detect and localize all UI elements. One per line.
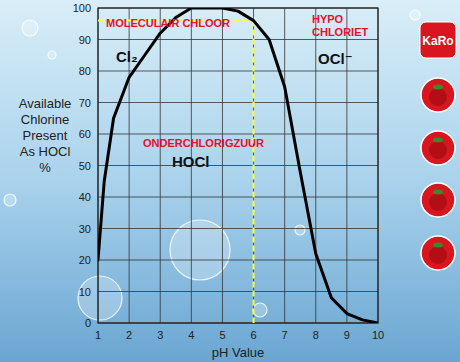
bubble (4, 194, 16, 206)
y-tick-label: 80 (79, 65, 91, 77)
x-tick-label: 7 (282, 329, 288, 341)
annotation: Cl₂ (116, 48, 138, 65)
plot-frame (98, 8, 378, 323)
icon-fruit (429, 193, 447, 211)
bubble (410, 10, 420, 20)
annotation-line: HOCl (172, 153, 210, 170)
annotation-line: ONDERCHLORIGZUUR (143, 137, 264, 149)
background (0, 0, 460, 362)
annotation: ONDERCHLORIGZUUR (143, 137, 264, 149)
y-axis-label-line: Present (23, 128, 68, 143)
x-tick-label: 10 (372, 329, 384, 341)
plot-area (98, 8, 378, 323)
y-grid-line (98, 165, 378, 166)
annotation-line: Cl₂ (116, 48, 138, 65)
chart: 123456789100102030405060708090100Availab… (0, 0, 460, 362)
annotation: MOLECULAIR CHLOOR (106, 17, 230, 29)
y-axis-label-line: Chlorine (21, 112, 69, 127)
y-tick-label: 90 (79, 34, 91, 46)
icon-fruit (429, 246, 447, 264)
y-axis-label-line: % (39, 160, 51, 175)
y-axis-label: AvailableChlorinePresentAs HOCl% (19, 96, 72, 175)
annotation-line: MOLECULAIR CHLOOR (106, 17, 230, 29)
icon-fruit (429, 88, 447, 106)
y-axis-label-line: As HOCl (20, 144, 71, 159)
bubble (78, 276, 122, 320)
y-tick-label: 60 (79, 128, 91, 140)
y-grid-line (98, 228, 378, 229)
icon-circle (421, 131, 455, 165)
x-tick-label: 2 (126, 329, 132, 341)
reference-line-vertical (253, 21, 255, 323)
annotation-line: HYPO (312, 13, 344, 25)
y-tick-label: 30 (79, 223, 91, 235)
annotation: HOCl (172, 153, 210, 170)
y-grid-line (98, 102, 378, 103)
annotation-line: OCl⁻ (318, 50, 353, 67)
x-tick-label: 6 (250, 329, 256, 341)
bubble (253, 303, 267, 317)
icon-fruit (429, 141, 447, 159)
x-grid-line (253, 8, 254, 323)
icon-leaf (433, 85, 443, 90)
y-tick-label: 50 (79, 160, 91, 172)
x-tick-label: 1 (95, 329, 101, 341)
y-grid-line (98, 197, 378, 198)
annotation: OCl⁻ (318, 50, 353, 67)
grid (98, 8, 378, 323)
y-tick-label: 70 (79, 97, 91, 109)
y-grid-line (98, 134, 378, 135)
y-grid-line (98, 71, 378, 72)
y-grid-line (98, 260, 378, 261)
bubble (22, 20, 38, 36)
y-grid-line (98, 291, 378, 292)
x-tick-label: 5 (219, 329, 225, 341)
icon-circle (421, 78, 455, 112)
bubble (295, 225, 305, 235)
annotation-line: CHLORIET (312, 26, 369, 38)
x-tick-label: 8 (313, 329, 319, 341)
y-axis-label-line: Available (19, 96, 72, 111)
icon-leaf (433, 243, 443, 248)
logo-box (420, 22, 456, 58)
x-tick-label: 3 (157, 329, 163, 341)
x-axis-label: pH Value (212, 345, 265, 360)
icon-circle (421, 183, 455, 217)
y-tick-label: 40 (79, 191, 91, 203)
icon-leaf (433, 138, 443, 143)
hocl-curve (98, 8, 378, 323)
y-grid-line (98, 39, 378, 40)
y-tick-label: 10 (79, 286, 91, 298)
icon-circle (421, 236, 455, 270)
y-tick-label: 100 (73, 2, 91, 14)
x-tick-label: 9 (344, 329, 350, 341)
x-tick-label: 4 (188, 329, 194, 341)
annotation: HYPOCHLORIET (312, 13, 369, 38)
y-tick-label: 20 (79, 254, 91, 266)
bubble (170, 220, 230, 280)
icon-leaf (433, 190, 443, 195)
bubble (48, 51, 56, 59)
logo-text: KaRo (422, 34, 453, 48)
y-tick-label: 0 (85, 317, 91, 329)
